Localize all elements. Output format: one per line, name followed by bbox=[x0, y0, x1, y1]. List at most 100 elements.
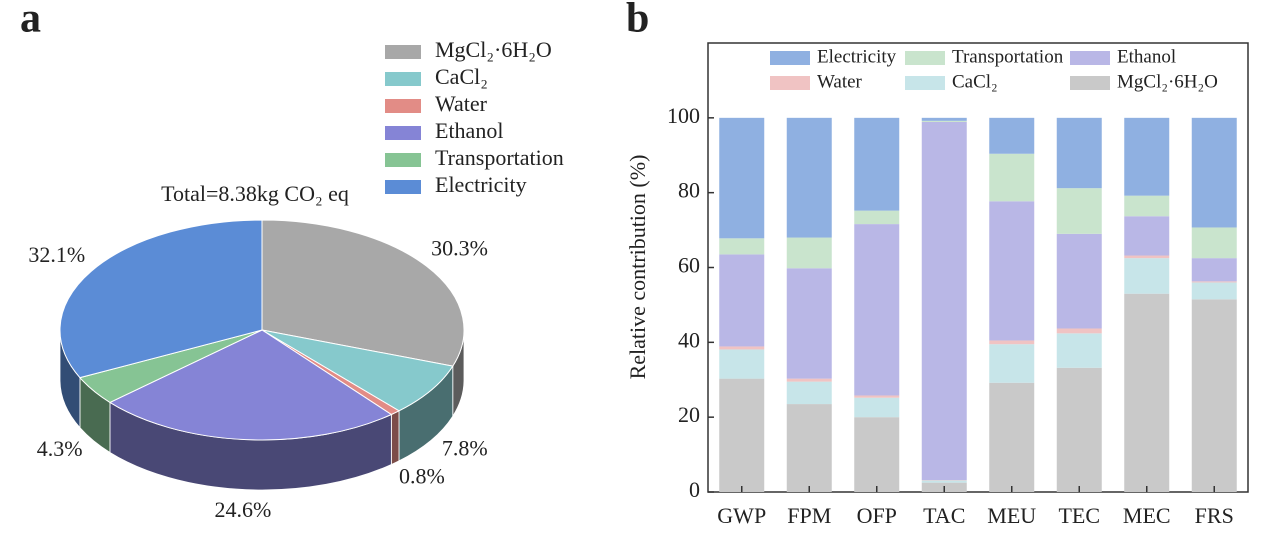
legend-swatch bbox=[385, 72, 421, 86]
y-tick-label: 20 bbox=[678, 402, 700, 427]
bar-segment bbox=[1191, 299, 1237, 492]
bar-segment bbox=[1056, 117, 1102, 189]
pie-slice bbox=[108, 329, 393, 441]
bar-segment bbox=[719, 254, 765, 347]
bar-segment bbox=[786, 117, 832, 238]
x-tick-label: OFP bbox=[857, 503, 897, 528]
bar-segment bbox=[786, 237, 832, 269]
data-label: 4.3% bbox=[37, 436, 83, 461]
legend-label: Water bbox=[435, 91, 488, 116]
legend-swatch bbox=[1070, 51, 1110, 65]
bar-segment bbox=[854, 397, 900, 418]
legend-label: Transportation bbox=[952, 46, 1064, 67]
legend-swatch bbox=[770, 76, 810, 90]
bar-segment bbox=[1124, 258, 1170, 294]
bar-segment bbox=[989, 153, 1035, 202]
pie-slice bbox=[261, 329, 454, 412]
legend-swatch bbox=[1070, 76, 1110, 90]
bar-segment bbox=[989, 344, 1035, 383]
bar-segment bbox=[786, 378, 832, 382]
bar-segment bbox=[786, 268, 832, 379]
bar-segment bbox=[921, 120, 967, 122]
panel-label: a bbox=[20, 0, 41, 42]
y-tick-label: 0 bbox=[689, 477, 700, 502]
legend-swatch bbox=[385, 99, 421, 113]
legend-label: Electricity bbox=[435, 172, 527, 197]
legend-swatch bbox=[385, 45, 421, 59]
data-label: 0.8% bbox=[399, 463, 445, 488]
legend-label: MgCl₂·6H₂O bbox=[1117, 71, 1218, 92]
bar-segment bbox=[719, 238, 765, 255]
legend-label: Water bbox=[817, 71, 863, 92]
y-tick-label: 40 bbox=[678, 327, 700, 352]
legend-label: MgCl₂·6H₂O bbox=[435, 37, 552, 62]
bar-segment bbox=[1056, 367, 1102, 492]
y-tick-label: 80 bbox=[678, 178, 700, 203]
bar-segment bbox=[1056, 333, 1102, 368]
bar-segment bbox=[1124, 255, 1170, 259]
pie-title: Total=8.38kg CO₂ eq bbox=[161, 181, 349, 206]
legend-label: Electricity bbox=[817, 46, 897, 67]
bar-segment bbox=[989, 117, 1035, 154]
legend-swatch bbox=[905, 51, 945, 65]
bar-segment bbox=[1056, 233, 1102, 329]
x-tick-label: TAC bbox=[923, 503, 965, 528]
y-axis-label: Relative contribution (%) bbox=[625, 155, 650, 380]
x-tick-label: GWP bbox=[717, 503, 766, 528]
bar-segment bbox=[786, 381, 832, 405]
legend-swatch bbox=[770, 51, 810, 65]
panel-label: b bbox=[626, 0, 649, 42]
bar-segment bbox=[854, 210, 900, 225]
bar-segment bbox=[1191, 227, 1237, 259]
bar-segment bbox=[1056, 328, 1102, 334]
data-label: 32.1% bbox=[28, 242, 85, 267]
bar-segment bbox=[719, 117, 765, 239]
bar-segment bbox=[921, 121, 967, 481]
x-tick-label: FPM bbox=[787, 503, 831, 528]
legend-label: Transportation bbox=[435, 145, 564, 170]
x-tick-label: MEU bbox=[987, 503, 1036, 528]
bar-segment bbox=[1191, 258, 1237, 282]
bar-segment bbox=[1124, 195, 1170, 217]
bar-segment bbox=[854, 395, 900, 398]
bar-segment bbox=[1124, 216, 1170, 256]
pie-slice bbox=[59, 219, 263, 379]
y-tick-label: 100 bbox=[667, 103, 700, 128]
y-tick-label: 60 bbox=[678, 253, 700, 278]
legend-label: CaCl₂ bbox=[435, 64, 488, 89]
legend-swatch bbox=[385, 153, 421, 167]
bar-segment bbox=[719, 378, 765, 492]
legend-label: Ethanol bbox=[1117, 46, 1176, 67]
legend-swatch bbox=[385, 126, 421, 140]
bar-segment bbox=[989, 382, 1035, 492]
data-label: 24.6% bbox=[215, 497, 272, 522]
bar-segment bbox=[1191, 282, 1237, 300]
pie-slice bbox=[261, 219, 465, 367]
legend-label: CaCl₂ bbox=[952, 71, 998, 92]
bar-segment bbox=[1191, 281, 1237, 283]
bar-segment bbox=[1124, 117, 1170, 196]
bar-segment bbox=[786, 404, 832, 492]
bar-segment bbox=[921, 480, 967, 483]
bar-segment bbox=[1124, 293, 1170, 492]
bar-segment bbox=[1191, 117, 1237, 228]
pie-slice-side bbox=[390, 410, 400, 466]
bar-segment bbox=[854, 117, 900, 211]
x-tick-label: FRS bbox=[1195, 503, 1234, 528]
bar-segment bbox=[719, 349, 765, 379]
bar-segment bbox=[1056, 188, 1102, 234]
data-label: 30.3% bbox=[431, 235, 488, 260]
bar-segment bbox=[854, 417, 900, 492]
x-tick-label: TEC bbox=[1058, 503, 1100, 528]
legend-swatch bbox=[385, 180, 421, 194]
bar-segment bbox=[921, 117, 967, 121]
bar-segment bbox=[989, 201, 1035, 341]
legend-swatch bbox=[905, 76, 945, 90]
data-label: 7.8% bbox=[442, 435, 488, 460]
bar-segment bbox=[989, 340, 1035, 345]
x-tick-label: MEC bbox=[1123, 503, 1171, 528]
bar-segment bbox=[719, 346, 765, 350]
bar-segment bbox=[854, 224, 900, 396]
legend-label: Ethanol bbox=[435, 118, 503, 143]
